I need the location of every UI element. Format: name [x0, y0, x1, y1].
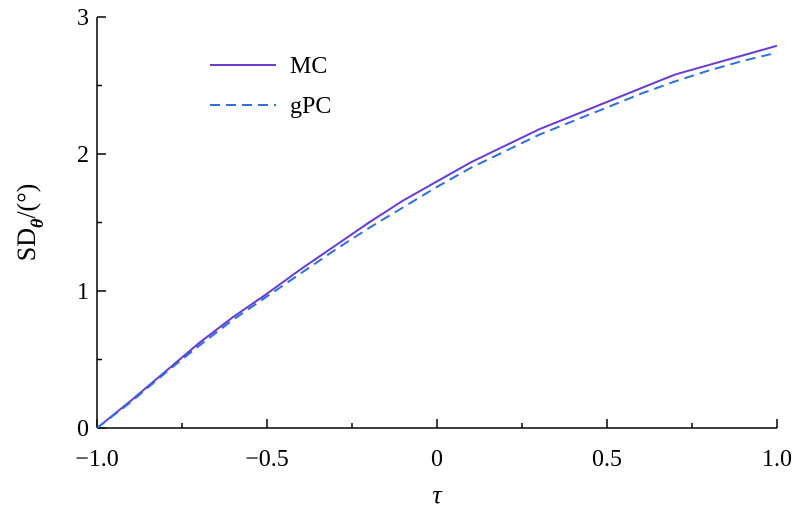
- y-axis-label: SDθ/(°): [12, 184, 47, 262]
- axes: −1.0 −0.5 0 0.5 1.0 0 1 2 3: [75, 5, 792, 472]
- legend-label-gpc: gPC: [290, 93, 331, 119]
- x-tick-label: 0: [431, 446, 443, 472]
- y-tick-label: 1: [77, 279, 89, 305]
- x-tick-label: −1.0: [75, 446, 119, 472]
- x-tick-label: 1.0: [762, 446, 792, 472]
- y-tick-label: 2: [77, 142, 89, 168]
- series-layer: [96, 44, 778, 429]
- x-tick-label: −0.5: [245, 446, 289, 472]
- y-axis-label-subscript: θ: [27, 218, 47, 228]
- x-tick-label: 0.5: [592, 446, 622, 472]
- y-tick-label: 3: [77, 5, 89, 31]
- legend-label-mc: MC: [290, 53, 327, 79]
- x-axis-label: τ: [432, 480, 443, 509]
- series-line-mc: [96, 44, 778, 429]
- y-axis-label-main: SD: [12, 228, 41, 261]
- y-tick-label: 0: [77, 416, 89, 442]
- series-line-gpc: [96, 51, 778, 429]
- legend: MC gPC: [210, 53, 331, 119]
- y-axis-label-suffix: /(°): [12, 184, 41, 219]
